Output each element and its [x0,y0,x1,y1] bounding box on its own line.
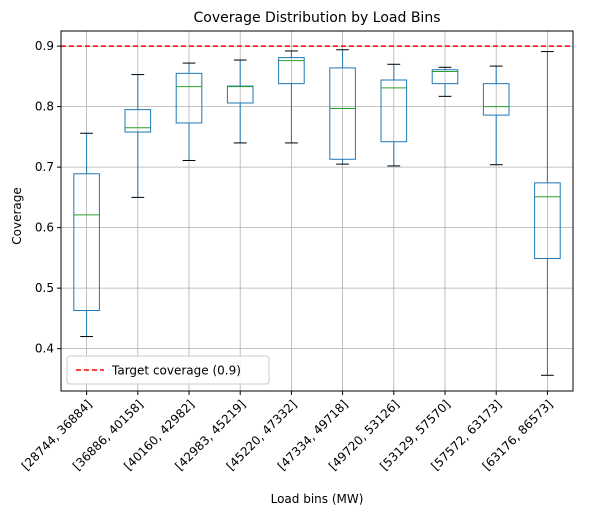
y-tick-label: 0.5 [35,281,54,295]
y-tick-label: 0.7 [35,160,54,174]
iqr-box [73,173,100,312]
box-1 [73,132,100,338]
iqr-box [534,182,561,259]
legend: Target coverage (0.9) [66,355,270,385]
y-tick-label: 0.8 [35,100,54,114]
iqr-box [278,57,305,85]
box-2 [124,74,152,198]
y-tick-label: 0.6 [35,221,54,235]
iqr-box [175,72,203,124]
iqr-box [380,79,408,143]
chart-title: Coverage Distribution by Load Bins [194,10,441,26]
box-3 [175,62,203,161]
legend-label-target: Target coverage (0.9) [111,364,241,378]
plot-frame [60,30,574,392]
y-axis-label: Coverage [10,187,24,245]
box-6 [329,49,356,165]
y-tick-label: 0.9 [35,39,54,53]
iqr-box [431,69,459,85]
iqr-box [226,85,254,104]
legend-frame [66,355,270,385]
iqr-box [124,109,152,133]
box-7 [380,63,408,167]
iqr-box [482,83,510,116]
x-axis-ticks: [28744, 36884][36886, 40158][40160, 4298… [19,391,556,473]
y-axis-ticks: 0.4 0.5 0.6 0.7 0.8 0.9 [35,39,61,356]
box-4 [226,59,254,144]
box-9 [482,65,510,166]
box-10 [534,51,561,376]
iqr-box [329,67,356,160]
box-5 [278,50,305,144]
box-8 [431,66,459,97]
boxes-layer [73,49,561,376]
x-axis-label: Load bins (MW) [271,492,364,506]
y-tick-label: 0.4 [35,342,54,356]
